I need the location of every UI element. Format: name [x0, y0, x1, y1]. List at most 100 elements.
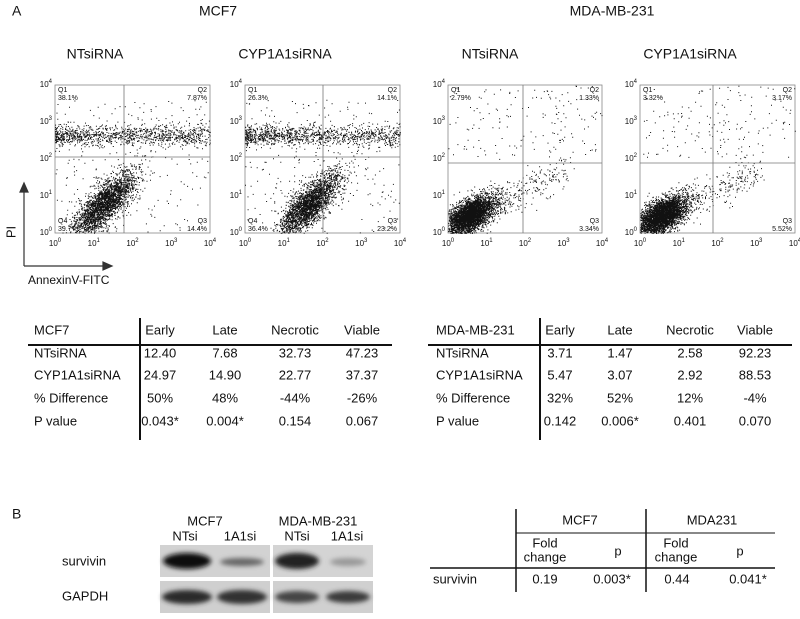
tick-label: 100	[230, 227, 243, 238]
group-title: MDA-MB-231	[570, 3, 655, 19]
quadrant-name: Q1	[248, 87, 257, 94]
tick-exponent: 1	[682, 238, 686, 244]
tick-label: 104	[40, 79, 53, 90]
tick-base: 10	[40, 80, 49, 89]
tick-base: 10	[165, 239, 174, 248]
tick-label: 100	[49, 238, 62, 249]
tick-label: 101	[40, 190, 53, 201]
tick-label: 104	[625, 79, 638, 90]
tick-base: 10	[625, 228, 634, 237]
quadrant-name: Q2	[590, 87, 599, 94]
tick-exponent: 1	[287, 238, 291, 244]
table-cell: NTsiRNA	[34, 345, 87, 360]
tick-base: 10	[625, 117, 634, 126]
tick-exponent: 4	[49, 79, 53, 85]
quadrant-name: Q2	[198, 87, 207, 94]
tick-exponent: 3	[566, 238, 570, 244]
tick-base: 10	[126, 239, 135, 248]
tick-label: 104	[433, 79, 446, 90]
quadrant-value: 3.17%	[772, 95, 792, 102]
table-sub-header: Fold	[663, 535, 688, 550]
tick-base: 10	[625, 80, 634, 89]
quadrant-name: Q2	[783, 87, 792, 94]
tick-exponent: 0	[239, 227, 243, 233]
tick-base: 10	[40, 154, 49, 163]
quadrant-name: Q1	[643, 87, 652, 94]
tick-exponent: 2	[325, 238, 329, 244]
quadrant-value: 2.79%	[451, 95, 471, 102]
quadrant-value: 92.5%	[451, 226, 471, 233]
table-rules	[28, 318, 792, 592]
table-cell: 0.19	[532, 571, 557, 586]
panel-label: B	[12, 506, 21, 522]
table-cell: Necrotic	[271, 322, 319, 337]
table-cell: CYP1A1siRNA	[34, 367, 121, 382]
table-cell: 88.53	[739, 367, 772, 382]
table-cell: MDA-MB-231	[436, 322, 515, 337]
table-cell: 3.07	[607, 367, 632, 382]
quadrant-value: 1.33%	[579, 95, 599, 102]
table-cell: -4%	[743, 390, 767, 405]
table-cell: Late	[607, 322, 632, 337]
tick-base: 10	[230, 191, 239, 200]
blot-lane: 1A1si	[331, 528, 364, 543]
table-cell: 12.40	[144, 345, 177, 360]
table-cell: 0.142	[544, 413, 577, 428]
tick-base: 10	[355, 239, 364, 248]
quadrant-value: 5.52%	[772, 226, 792, 233]
table-cell: Early	[545, 322, 575, 337]
tick-label: 101	[673, 238, 686, 249]
table-cell: 32%	[547, 390, 573, 405]
tick-base: 10	[278, 239, 287, 248]
tick-label: 100	[239, 238, 252, 249]
table-cell: 2.58	[677, 345, 702, 360]
tick-label: 104	[789, 238, 800, 249]
tick-base: 10	[750, 239, 759, 248]
blot-group: MCF7	[187, 513, 222, 528]
tick-label: 103	[625, 116, 638, 127]
tick-base: 10	[442, 239, 451, 248]
scatter-dots	[640, 85, 796, 234]
table-cell: 0.070	[739, 413, 772, 428]
tick-exponent: 1	[239, 190, 243, 196]
table-cell: NTsiRNA	[436, 345, 489, 360]
table-cell: Early	[145, 322, 175, 337]
tick-base: 10	[634, 239, 643, 248]
table-cell: 2.92	[677, 367, 702, 382]
tick-label: 101	[230, 190, 243, 201]
tick-base: 10	[711, 239, 720, 248]
quadrant-value: 14.1%	[377, 95, 397, 102]
quadrant-name: Q3	[198, 218, 207, 225]
tick-exponent: 2	[135, 238, 139, 244]
panel-label: A	[12, 3, 22, 19]
plot-title: NTsiRNA	[462, 46, 519, 62]
tick-exponent: 2	[634, 153, 638, 159]
tick-exponent: 0	[451, 238, 455, 244]
tick-exponent: 3	[174, 238, 178, 244]
table-cell: Viable	[344, 322, 380, 337]
table-cell: survivin	[433, 571, 477, 586]
tick-exponent: 3	[442, 116, 446, 122]
plot-title: NTsiRNA	[67, 46, 124, 62]
tick-exponent: 0	[58, 238, 62, 244]
table-cell: 0.003*	[593, 571, 631, 586]
tick-label: 102	[711, 238, 724, 249]
table-sub-header: Fold	[532, 535, 557, 550]
tick-exponent: 2	[528, 238, 532, 244]
tick-label: 104	[230, 79, 243, 90]
tick-exponent: 4	[634, 79, 638, 85]
tick-exponent: 3	[759, 238, 763, 244]
tick-base: 10	[230, 80, 239, 89]
table-sub-header: change	[655, 549, 698, 564]
table-sub-header: p	[614, 543, 621, 558]
quadrant-name: Q4	[58, 218, 67, 225]
tick-base: 10	[519, 239, 528, 248]
table-cell: 50%	[147, 390, 173, 405]
quadrant-name: Q1	[451, 87, 460, 94]
western-blot	[160, 545, 373, 613]
tick-label: 102	[316, 238, 329, 249]
table-group-header: MDA231	[687, 512, 738, 527]
tick-label: 104	[394, 238, 407, 249]
table-cell: 48%	[212, 390, 238, 405]
blot-lane: 1A1si	[224, 528, 257, 543]
